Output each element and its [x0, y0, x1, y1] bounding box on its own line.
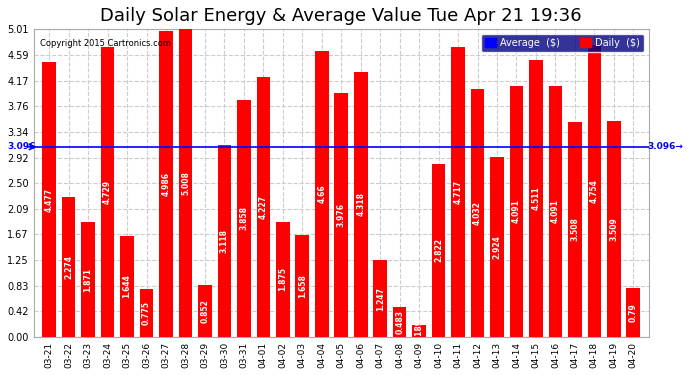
Bar	[335, 93, 348, 337]
Text: 0.775: 0.775	[142, 301, 151, 325]
Text: 1.871: 1.871	[83, 267, 92, 291]
Text: 4.729: 4.729	[103, 180, 112, 204]
Bar	[120, 236, 134, 337]
Bar	[413, 326, 426, 337]
Bar	[451, 47, 465, 337]
Bar	[315, 51, 328, 337]
Text: 4.717: 4.717	[453, 180, 462, 204]
Text: 4.227: 4.227	[259, 195, 268, 219]
Bar	[510, 86, 523, 337]
Text: 4.66: 4.66	[317, 184, 326, 203]
Bar	[198, 285, 212, 337]
Bar	[62, 197, 75, 337]
Bar	[588, 45, 601, 337]
Text: 4.754: 4.754	[590, 179, 599, 203]
Bar	[101, 46, 115, 337]
Bar	[257, 77, 270, 337]
Bar	[140, 290, 153, 337]
Text: 4.318: 4.318	[356, 192, 365, 216]
Text: 4.477: 4.477	[45, 188, 54, 211]
Bar	[373, 260, 387, 337]
Text: Copyright 2015 Cartronics.com: Copyright 2015 Cartronics.com	[40, 39, 171, 48]
Text: 3.976: 3.976	[337, 203, 346, 227]
Text: 2.274: 2.274	[64, 255, 73, 279]
Text: 3.096→: 3.096→	[647, 142, 683, 152]
Bar	[471, 89, 484, 337]
Bar	[159, 31, 172, 337]
Bar	[393, 307, 406, 337]
Text: 0.852: 0.852	[201, 299, 210, 323]
Bar	[237, 100, 250, 337]
Text: 4.091: 4.091	[551, 200, 560, 223]
Bar	[354, 72, 368, 337]
Bar	[81, 222, 95, 337]
Legend: Average  ($), Daily  ($): Average ($), Daily ($)	[481, 34, 644, 52]
Text: 3.096: 3.096	[7, 142, 36, 152]
Bar	[607, 122, 620, 337]
Text: 4.091: 4.091	[512, 200, 521, 223]
Text: 4.032: 4.032	[473, 201, 482, 225]
Text: 3.118: 3.118	[220, 229, 229, 253]
Text: 3.508: 3.508	[571, 217, 580, 241]
Bar	[276, 222, 290, 337]
Text: 3.858: 3.858	[239, 207, 248, 231]
Bar	[42, 62, 56, 337]
Bar	[432, 164, 446, 337]
Bar	[490, 158, 504, 337]
Text: 0.189: 0.189	[415, 319, 424, 343]
Text: 1.644: 1.644	[123, 274, 132, 298]
Text: 4.511: 4.511	[531, 186, 540, 210]
Text: 5.008: 5.008	[181, 171, 190, 195]
Bar	[529, 60, 543, 337]
Title: Daily Solar Energy & Average Value Tue Apr 21 19:36: Daily Solar Energy & Average Value Tue A…	[101, 7, 582, 25]
Bar	[179, 29, 193, 337]
Bar	[295, 235, 309, 337]
Bar	[568, 122, 582, 337]
Text: 3.509: 3.509	[609, 217, 618, 241]
Text: 2.822: 2.822	[434, 238, 443, 262]
Text: 1.658: 1.658	[298, 274, 307, 298]
Text: 2.924: 2.924	[493, 235, 502, 259]
Text: 4.986: 4.986	[161, 172, 170, 196]
Text: 1.247: 1.247	[375, 286, 385, 310]
Text: 0.79: 0.79	[629, 303, 638, 322]
Bar	[217, 146, 231, 337]
Bar	[549, 86, 562, 337]
Text: 0.483: 0.483	[395, 310, 404, 334]
Text: 1.875: 1.875	[278, 267, 287, 291]
Bar	[627, 288, 640, 337]
